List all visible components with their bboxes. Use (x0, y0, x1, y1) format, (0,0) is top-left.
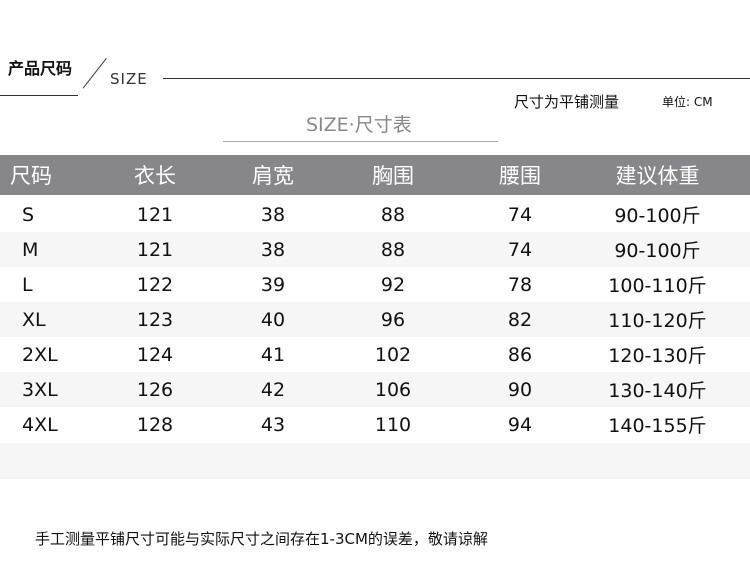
table-cell: 38 (260, 203, 286, 226)
table-cell: 130-140斤 (608, 380, 707, 402)
table-cell: 43 (260, 413, 286, 436)
subtitle-underline (223, 141, 498, 142)
table-cell: 74 (507, 203, 533, 226)
table-cell: 38 (260, 238, 286, 261)
table-cell: 90-100斤 (614, 205, 701, 227)
table-cell: 110 (374, 413, 412, 436)
table-cell: 2XL (22, 343, 58, 366)
table-cell: 39 (260, 273, 286, 296)
table-row: 4XL 128 43 110 94 140-155斤 (0, 407, 750, 442)
table-cell: 110-120斤 (608, 310, 707, 332)
column-header: 腰围 (499, 164, 541, 188)
table-cell: 96 (380, 308, 406, 331)
table-cell: 122 (136, 273, 174, 296)
column-header: 胸围 (372, 164, 414, 188)
divider (163, 78, 750, 79)
slash-divider (82, 58, 107, 89)
measure-note: 尺寸为平铺测量 (514, 93, 620, 111)
table-cell: 92 (380, 273, 406, 296)
table-cell: 106 (374, 378, 412, 401)
footer-note: 手工测量平铺尺寸可能与实际尺寸之间存在1-3CM的误差，敬请谅解 (35, 530, 488, 548)
empty-row (0, 443, 750, 479)
table-cell: 90-100斤 (614, 240, 701, 262)
table-cell: 102 (374, 343, 412, 366)
table-cell: 40 (260, 308, 286, 331)
unit-label: 单位: CM (662, 95, 713, 109)
table-cell: 120-130斤 (608, 345, 707, 367)
column-header: 肩宽 (252, 164, 294, 188)
table-cell: XL (22, 308, 46, 331)
table-row: XL 123 40 96 82 110-120斤 (0, 302, 750, 337)
table-row: L 122 39 92 78 100-110斤 (0, 267, 750, 302)
table-row: S 121 38 88 74 90-100斤 (0, 197, 750, 232)
column-header: 建议体重 (615, 164, 700, 188)
table-cell: 42 (260, 378, 286, 401)
table-cell: 86 (507, 343, 533, 366)
column-header: 尺码 (10, 164, 52, 188)
table-row: 3XL 126 42 106 90 130-140斤 (0, 372, 750, 407)
table-cell: L (22, 273, 33, 296)
table-cell: 123 (136, 308, 174, 331)
table-cell: 74 (507, 238, 533, 261)
table-subtitle: SIZE·尺寸表 (306, 114, 412, 136)
table-cell: 78 (507, 273, 533, 296)
table-header: 尺码 衣长 肩宽 胸围 腰围 建议体重 (0, 155, 750, 195)
table-row: 2XL 124 41 102 86 120-130斤 (0, 337, 750, 372)
table-cell: 126 (136, 378, 174, 401)
table-cell: 4XL (22, 413, 58, 436)
table-row: M 121 38 88 74 90-100斤 (0, 232, 750, 267)
table-cell: 3XL (22, 378, 58, 401)
table-cell: 128 (136, 413, 174, 436)
table-cell: 124 (136, 343, 174, 366)
column-header: 衣长 (134, 164, 176, 188)
section-title: 产品尺码 (8, 59, 73, 78)
table-cell: 140-155斤 (608, 415, 707, 437)
table-cell: 94 (507, 413, 533, 436)
table-cell: M (22, 238, 39, 261)
table-cell: 82 (507, 308, 533, 331)
table-cell: 121 (136, 203, 174, 226)
table-cell: 100-110斤 (608, 275, 707, 297)
section-title-en: SIZE (110, 70, 148, 88)
table-cell: S (22, 203, 35, 226)
table-cell: 41 (260, 343, 286, 366)
table-cell: 121 (136, 238, 174, 261)
table-cell: 90 (507, 378, 533, 401)
divider (0, 95, 78, 96)
table-cell: 88 (380, 238, 406, 261)
table-cell: 88 (380, 203, 406, 226)
